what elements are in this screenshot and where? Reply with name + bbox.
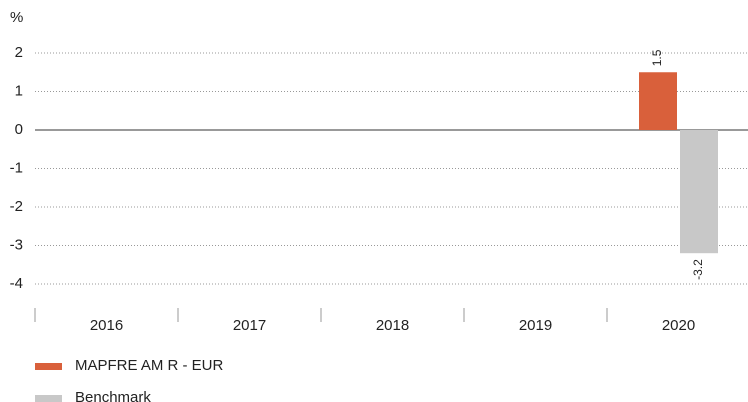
bar <box>680 130 718 254</box>
y-tick-label: -4 <box>10 275 23 292</box>
x-tick-label: 2017 <box>233 317 266 334</box>
x-tick-label: 2016 <box>90 317 123 334</box>
legend-swatch <box>35 395 62 402</box>
data-label: -3.2 <box>691 259 705 280</box>
y-tick-label: 2 <box>15 44 23 61</box>
x-tick-label: 2018 <box>376 317 409 334</box>
y-tick-label: -1 <box>10 159 23 176</box>
x-tick-label: 2019 <box>519 317 552 334</box>
y-axis-label: % <box>10 9 23 26</box>
legend-swatch <box>35 363 62 370</box>
legend-label: Benchmark <box>75 389 151 402</box>
y-tick-label: -3 <box>10 236 23 253</box>
data-label: 1.5 <box>650 49 664 66</box>
y-tick-label: 0 <box>15 121 23 138</box>
legend-label: MAPFRE AM R - EUR <box>75 357 224 374</box>
y-tick-label: -2 <box>10 198 23 215</box>
y-tick-label: 1 <box>15 82 23 99</box>
x-tick-label: 2020 <box>662 317 695 334</box>
bar <box>639 72 677 130</box>
